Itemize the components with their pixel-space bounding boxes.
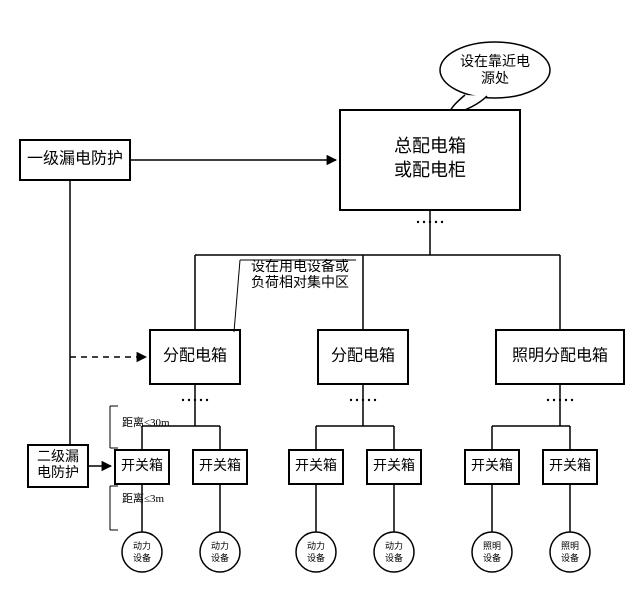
dot bbox=[553, 399, 555, 401]
diagram-label: 一级漏电防护 bbox=[27, 150, 123, 168]
diagram-label: 源处 bbox=[481, 71, 509, 87]
equipment-node bbox=[550, 532, 590, 572]
dot bbox=[435, 221, 437, 223]
diagram-label: 分配电箱 bbox=[163, 347, 227, 365]
dot bbox=[441, 221, 443, 223]
dot bbox=[571, 399, 573, 401]
equipment-node bbox=[472, 532, 512, 572]
diagram-label: 动力 bbox=[211, 540, 229, 551]
diagram-label: 设备 bbox=[385, 552, 403, 563]
diagram-label: 开关箱 bbox=[199, 458, 241, 474]
dot bbox=[423, 221, 425, 223]
dot bbox=[200, 399, 202, 401]
diagram-label: 分配电箱 bbox=[331, 347, 395, 365]
equipment-node bbox=[374, 532, 414, 572]
diagram-label: 二级漏 bbox=[37, 449, 79, 465]
equipment-node bbox=[122, 532, 162, 572]
diagram-label: 开关箱 bbox=[471, 458, 513, 474]
equipment-node bbox=[296, 532, 336, 572]
diagram-label: 开关箱 bbox=[295, 458, 337, 474]
diagram-label: 距离≤30m bbox=[122, 415, 170, 429]
diagram-label: 负荷相对集中区 bbox=[251, 274, 349, 291]
diagram-label: 照明 bbox=[483, 541, 501, 551]
diagram-label: 总配电箱 bbox=[394, 136, 466, 156]
diagram-label: 动力 bbox=[385, 540, 403, 551]
dot bbox=[547, 399, 549, 401]
diagram-label: 开关箱 bbox=[373, 458, 415, 474]
diagram-label: 设在靠近电 bbox=[460, 54, 530, 70]
dot bbox=[182, 399, 184, 401]
diagram-label: 设备 bbox=[561, 552, 579, 563]
diagram-label: 电防护 bbox=[37, 465, 79, 481]
diagram-label: 照明分配电箱 bbox=[512, 347, 608, 365]
diagram-label: 动力 bbox=[133, 540, 151, 551]
dot bbox=[350, 399, 352, 401]
diagram-label: 设备 bbox=[133, 552, 151, 563]
dot bbox=[206, 399, 208, 401]
diagram-label: 设备 bbox=[211, 552, 229, 563]
equipment-node bbox=[200, 532, 240, 572]
diagram-label: 设备 bbox=[483, 552, 501, 563]
diagram-label: 动力 bbox=[307, 540, 325, 551]
diagram-label: 开关箱 bbox=[121, 458, 163, 474]
diagram-label: 或配电柜 bbox=[394, 160, 466, 180]
dot bbox=[188, 399, 190, 401]
dot bbox=[374, 399, 376, 401]
dot bbox=[565, 399, 567, 401]
dot bbox=[417, 221, 419, 223]
diagram-label: 照明 bbox=[561, 541, 579, 551]
diagram-label: 设在用电设备或 bbox=[251, 258, 349, 275]
diagram-label: 设备 bbox=[307, 552, 325, 563]
diagram-label: 开关箱 bbox=[549, 458, 591, 474]
diagram-label: 距离≤3m bbox=[122, 491, 165, 505]
dot bbox=[356, 399, 358, 401]
dot bbox=[368, 399, 370, 401]
